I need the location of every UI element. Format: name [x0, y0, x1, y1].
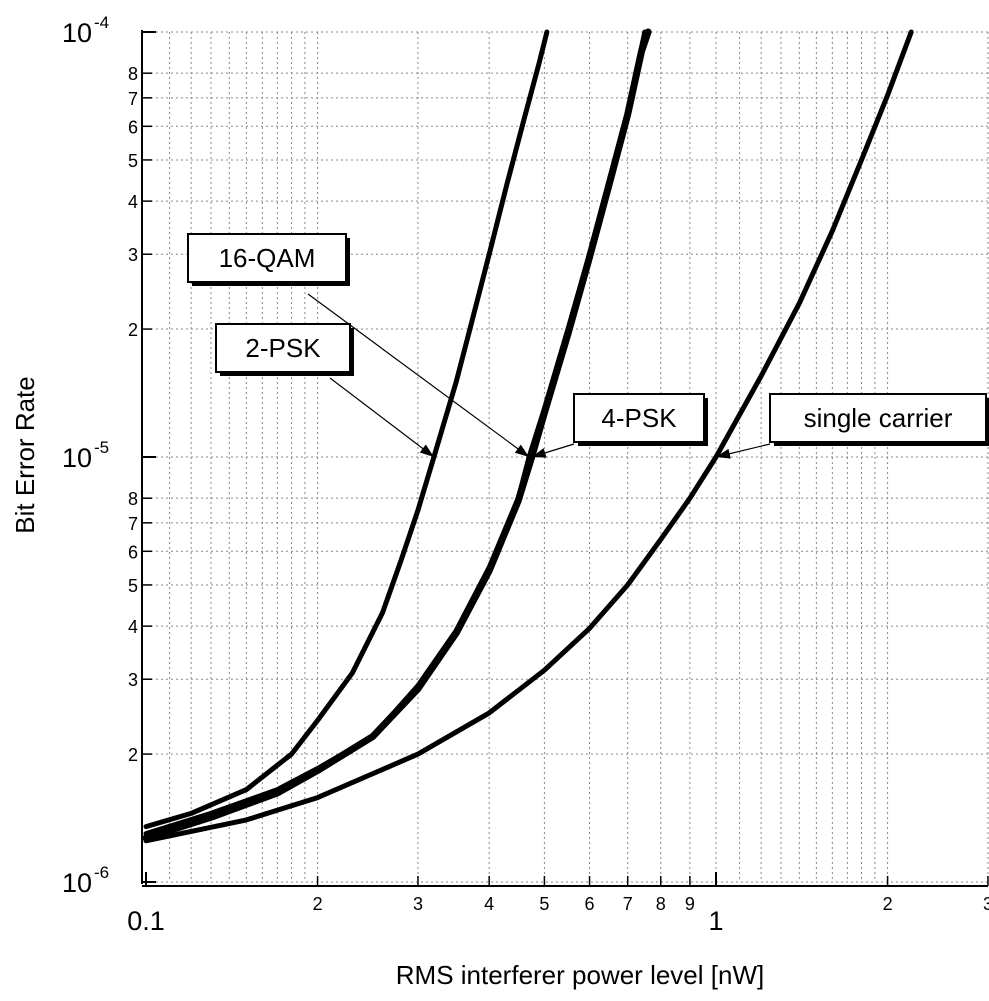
annotations: 16-QAM 2-PSK 4-PSK single carrier — [187, 233, 989, 459]
x-minor-tick-label: 4 — [484, 894, 494, 914]
callout-label-2-psk: 2-PSK — [245, 333, 321, 363]
callout-arrowhead-single-carrier — [716, 448, 731, 459]
y-major-tick-exponent: -6 — [94, 863, 109, 882]
x-minor-tick-label: 8 — [656, 894, 666, 914]
x-minor-tick-label: 3 — [413, 894, 423, 914]
y-major-tick-base: 10 — [62, 868, 92, 898]
y-major-tick-base: 10 — [62, 18, 92, 48]
series-line-4-psk — [142, 28, 652, 842]
series-line-2-psk — [143, 29, 550, 830]
y-major-tick-base: 10 — [62, 443, 92, 473]
x-minor-tick-label: 3 — [983, 894, 989, 914]
x-axis-title: RMS interferer power level [nW] — [396, 960, 764, 990]
y-minor-tick-label: 3 — [128, 245, 138, 265]
callout-leader-16-qam — [307, 293, 530, 458]
callout-box-2-psk — [215, 323, 351, 373]
y-minor-tick-label: 4 — [128, 617, 138, 637]
callout-box-16-qam — [187, 233, 347, 283]
callout-label-4-psk: 4-PSK — [601, 403, 677, 433]
y-minor-tick-label: 2 — [128, 745, 138, 765]
callout-label-16-qam: 16-QAM — [219, 243, 316, 273]
callout-arrowhead-2-psk — [419, 444, 434, 457]
x-minor-tick-label: 7 — [623, 894, 633, 914]
x-minor-tick-label: 5 — [539, 894, 549, 914]
y-minor-tick-label: 3 — [128, 670, 138, 690]
y-axis-title: Bit Error Rate — [10, 376, 40, 534]
grid — [146, 31, 989, 883]
y-minor-tick-label: 8 — [128, 489, 138, 509]
callout-box-4-psk — [573, 393, 705, 443]
y-minor-tick-label: 4 — [128, 192, 138, 212]
x-minor-tick-label: 2 — [313, 894, 323, 914]
x-minor-tick-label: 6 — [585, 894, 595, 914]
y-minor-tick-label: 5 — [128, 576, 138, 596]
callout-box-single-carrier — [769, 393, 987, 443]
y-major-tick-exponent: -5 — [94, 438, 109, 457]
y-minor-tick-label: 5 — [128, 151, 138, 171]
y-minor-tick-label: 8 — [128, 64, 138, 84]
y-minor-tick-label: 6 — [128, 542, 138, 562]
x-minor-tick-label: 9 — [685, 894, 695, 914]
x-major-tick-label: 0.1 — [127, 906, 165, 936]
y-minor-tick-label: 6 — [128, 117, 138, 137]
callout-label-single-carrier: single carrier — [804, 403, 953, 433]
x-minor-tick-label: 2 — [883, 894, 893, 914]
y-minor-tick-label: 7 — [128, 514, 138, 534]
y-minor-tick-label: 2 — [128, 320, 138, 340]
series-line-single-carrier — [143, 29, 914, 844]
x-major-tick-label: 1 — [708, 906, 723, 936]
callout-leader-2-psk — [329, 377, 435, 458]
series-group — [142, 28, 914, 844]
y-minor-tick-label: 7 — [128, 89, 138, 109]
callout-arrowhead-16-qam — [514, 444, 530, 457]
y-major-tick-exponent: -4 — [94, 13, 109, 32]
callout-arrowhead-4-psk — [531, 448, 547, 458]
